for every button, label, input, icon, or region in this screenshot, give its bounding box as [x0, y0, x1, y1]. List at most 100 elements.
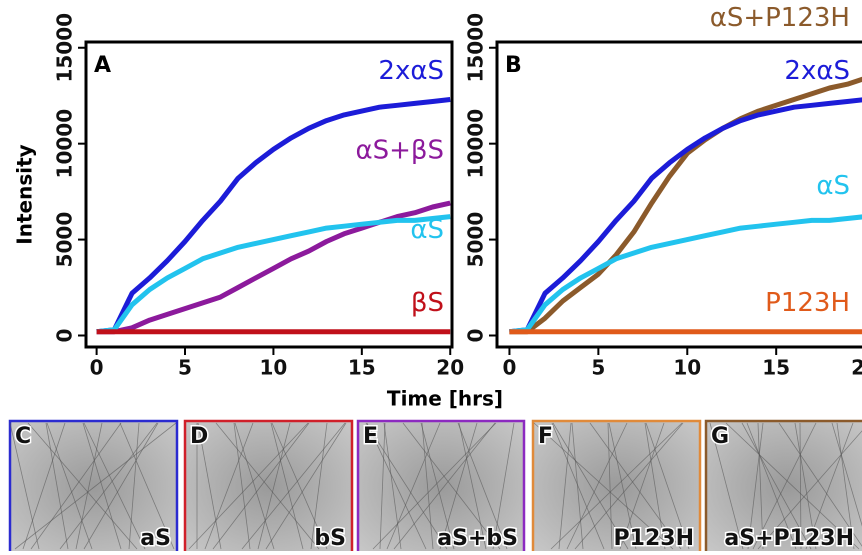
- series-line: [509, 76, 862, 335]
- series-label: βS: [411, 288, 444, 318]
- fiber: [644, 422, 666, 550]
- series-line: [509, 97, 862, 335]
- fiber: [566, 422, 628, 550]
- fiber: [271, 422, 328, 550]
- fiber: [757, 422, 764, 550]
- fiber: [747, 422, 764, 550]
- fiber: [128, 422, 140, 550]
- fiber: [83, 422, 159, 550]
- fiber: [83, 422, 146, 550]
- plot-frame: [495, 40, 862, 349]
- fiber: [645, 422, 690, 550]
- panel-letter: F: [538, 424, 553, 449]
- fiber: [551, 422, 605, 550]
- plot-frame: [84, 40, 454, 349]
- fiber: [233, 422, 251, 550]
- fiber: [270, 422, 304, 550]
- fiber: [831, 422, 862, 527]
- fiber: [257, 422, 291, 550]
- y-tick-label: 10000: [53, 109, 77, 179]
- series-label: αS+βS: [355, 136, 444, 166]
- panel-letter: A: [94, 53, 111, 78]
- fiber: [212, 422, 310, 550]
- fiber: [241, 422, 346, 550]
- x-tick-label: 10: [259, 356, 287, 380]
- fiber: [379, 422, 386, 550]
- fiber: [188, 422, 309, 550]
- fiber: [550, 422, 683, 550]
- series-line: [96, 214, 451, 335]
- series-label: αS+P123H: [710, 3, 850, 33]
- fiber: [552, 422, 629, 550]
- fiber: [27, 422, 138, 550]
- panel-letter: C: [15, 424, 31, 449]
- fiber: [805, 422, 854, 550]
- fiber: [778, 422, 862, 547]
- x-tick-label: 20: [851, 356, 862, 380]
- fiber: [458, 422, 487, 550]
- fiber: [82, 422, 122, 550]
- fiber: [571, 422, 584, 550]
- series-label: 2xαS: [378, 56, 444, 86]
- y-tick-label: 15000: [53, 13, 77, 83]
- fiber: [59, 422, 158, 550]
- fiber: [386, 422, 441, 550]
- fiber: [119, 422, 175, 550]
- fiber: [757, 430, 862, 550]
- fiber: [365, 422, 448, 550]
- series-label: αS: [816, 171, 850, 201]
- panel-caption: aS+bS: [437, 526, 518, 551]
- fiber: [366, 422, 427, 550]
- fiber: [310, 422, 328, 550]
- x-tick-label: 15: [762, 356, 790, 380]
- fiber: [608, 422, 637, 550]
- fiber: [709, 422, 744, 550]
- panel-letter: B: [505, 53, 522, 78]
- x-tick-label: 0: [502, 356, 516, 380]
- y-axis-label: Intensity: [13, 144, 37, 244]
- series-label: αS: [410, 215, 444, 245]
- series-label: P123H: [765, 288, 850, 318]
- fiber: [372, 422, 497, 550]
- fiber: [420, 422, 455, 550]
- fiber: [492, 422, 515, 550]
- y-tick-label: 0: [53, 329, 77, 343]
- x-tick-label: 20: [436, 356, 464, 380]
- fiber: [234, 422, 275, 550]
- x-tick-label: 15: [348, 356, 376, 380]
- fiber: [746, 422, 797, 550]
- fiber: [9, 422, 40, 550]
- fiber: [558, 422, 572, 550]
- fiber: [30, 422, 122, 550]
- x-tick-label: 5: [591, 356, 605, 380]
- fiber: [265, 422, 347, 550]
- fiber: [439, 422, 478, 550]
- x-axis-label: Time [hrs]: [387, 387, 503, 411]
- fiber: [752, 422, 817, 550]
- fiber: [574, 422, 684, 550]
- fiber: [794, 422, 817, 550]
- fiber: [619, 422, 665, 550]
- fiber: [383, 422, 402, 550]
- panel-letter: E: [363, 424, 378, 449]
- fiber: [607, 422, 613, 550]
- panel-caption: P123H: [614, 526, 694, 551]
- y-tick-label: 5000: [464, 212, 488, 268]
- x-tick-label: 0: [90, 356, 104, 380]
- fiber: [197, 422, 222, 550]
- fiber: [421, 422, 434, 550]
- fiber: [725, 422, 860, 550]
- fiber: [799, 422, 802, 550]
- fiber: [204, 422, 254, 550]
- fiber: [741, 422, 812, 550]
- fiber: [402, 422, 501, 550]
- panel-caption: bS: [314, 526, 346, 551]
- fiber: [22, 422, 66, 550]
- fiber: [457, 422, 508, 550]
- fiber: [589, 422, 682, 550]
- panel-caption: aS: [140, 526, 171, 551]
- fiber: [836, 422, 855, 550]
- y-tick-label: 5000: [53, 212, 77, 268]
- x-tick-label: 10: [673, 356, 701, 380]
